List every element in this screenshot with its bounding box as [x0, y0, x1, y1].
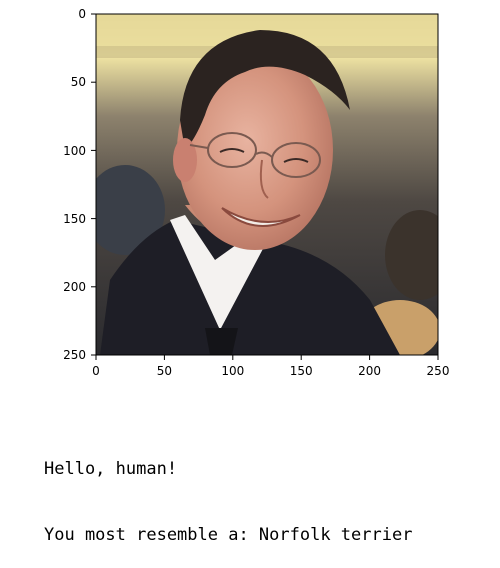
- y-tick-label: 100: [63, 144, 86, 158]
- image-figure: 0 50 100 150 200 250 0 50 100 150 200 25…: [63, 7, 449, 378]
- cell-output: Hello, human! You most resemble a: Norfo…: [44, 414, 412, 568]
- x-axis: 0 50 100 150 200 250: [92, 355, 449, 378]
- x-tick-label: 200: [358, 364, 381, 378]
- x-tick-label: 0: [92, 364, 100, 378]
- prediction-text: You most resemble a: Norfolk terrier: [44, 525, 413, 545]
- y-tick-label: 0: [78, 7, 86, 21]
- y-tick-label: 200: [63, 280, 86, 294]
- axes-frame: [95, 13, 439, 356]
- y-tick-label: 50: [71, 75, 86, 89]
- y-tick-label: 250: [63, 348, 86, 362]
- y-axis: 0 50 100 150 200 250: [63, 7, 96, 362]
- x-tick-label: 250: [427, 364, 450, 378]
- x-tick-label: 100: [221, 364, 244, 378]
- y-tick-label: 150: [63, 212, 86, 226]
- x-tick-label: 150: [290, 364, 313, 378]
- greeting-text: Hello, human!: [44, 459, 178, 479]
- x-tick-label: 50: [157, 364, 172, 378]
- person-photo: [96, 14, 438, 355]
